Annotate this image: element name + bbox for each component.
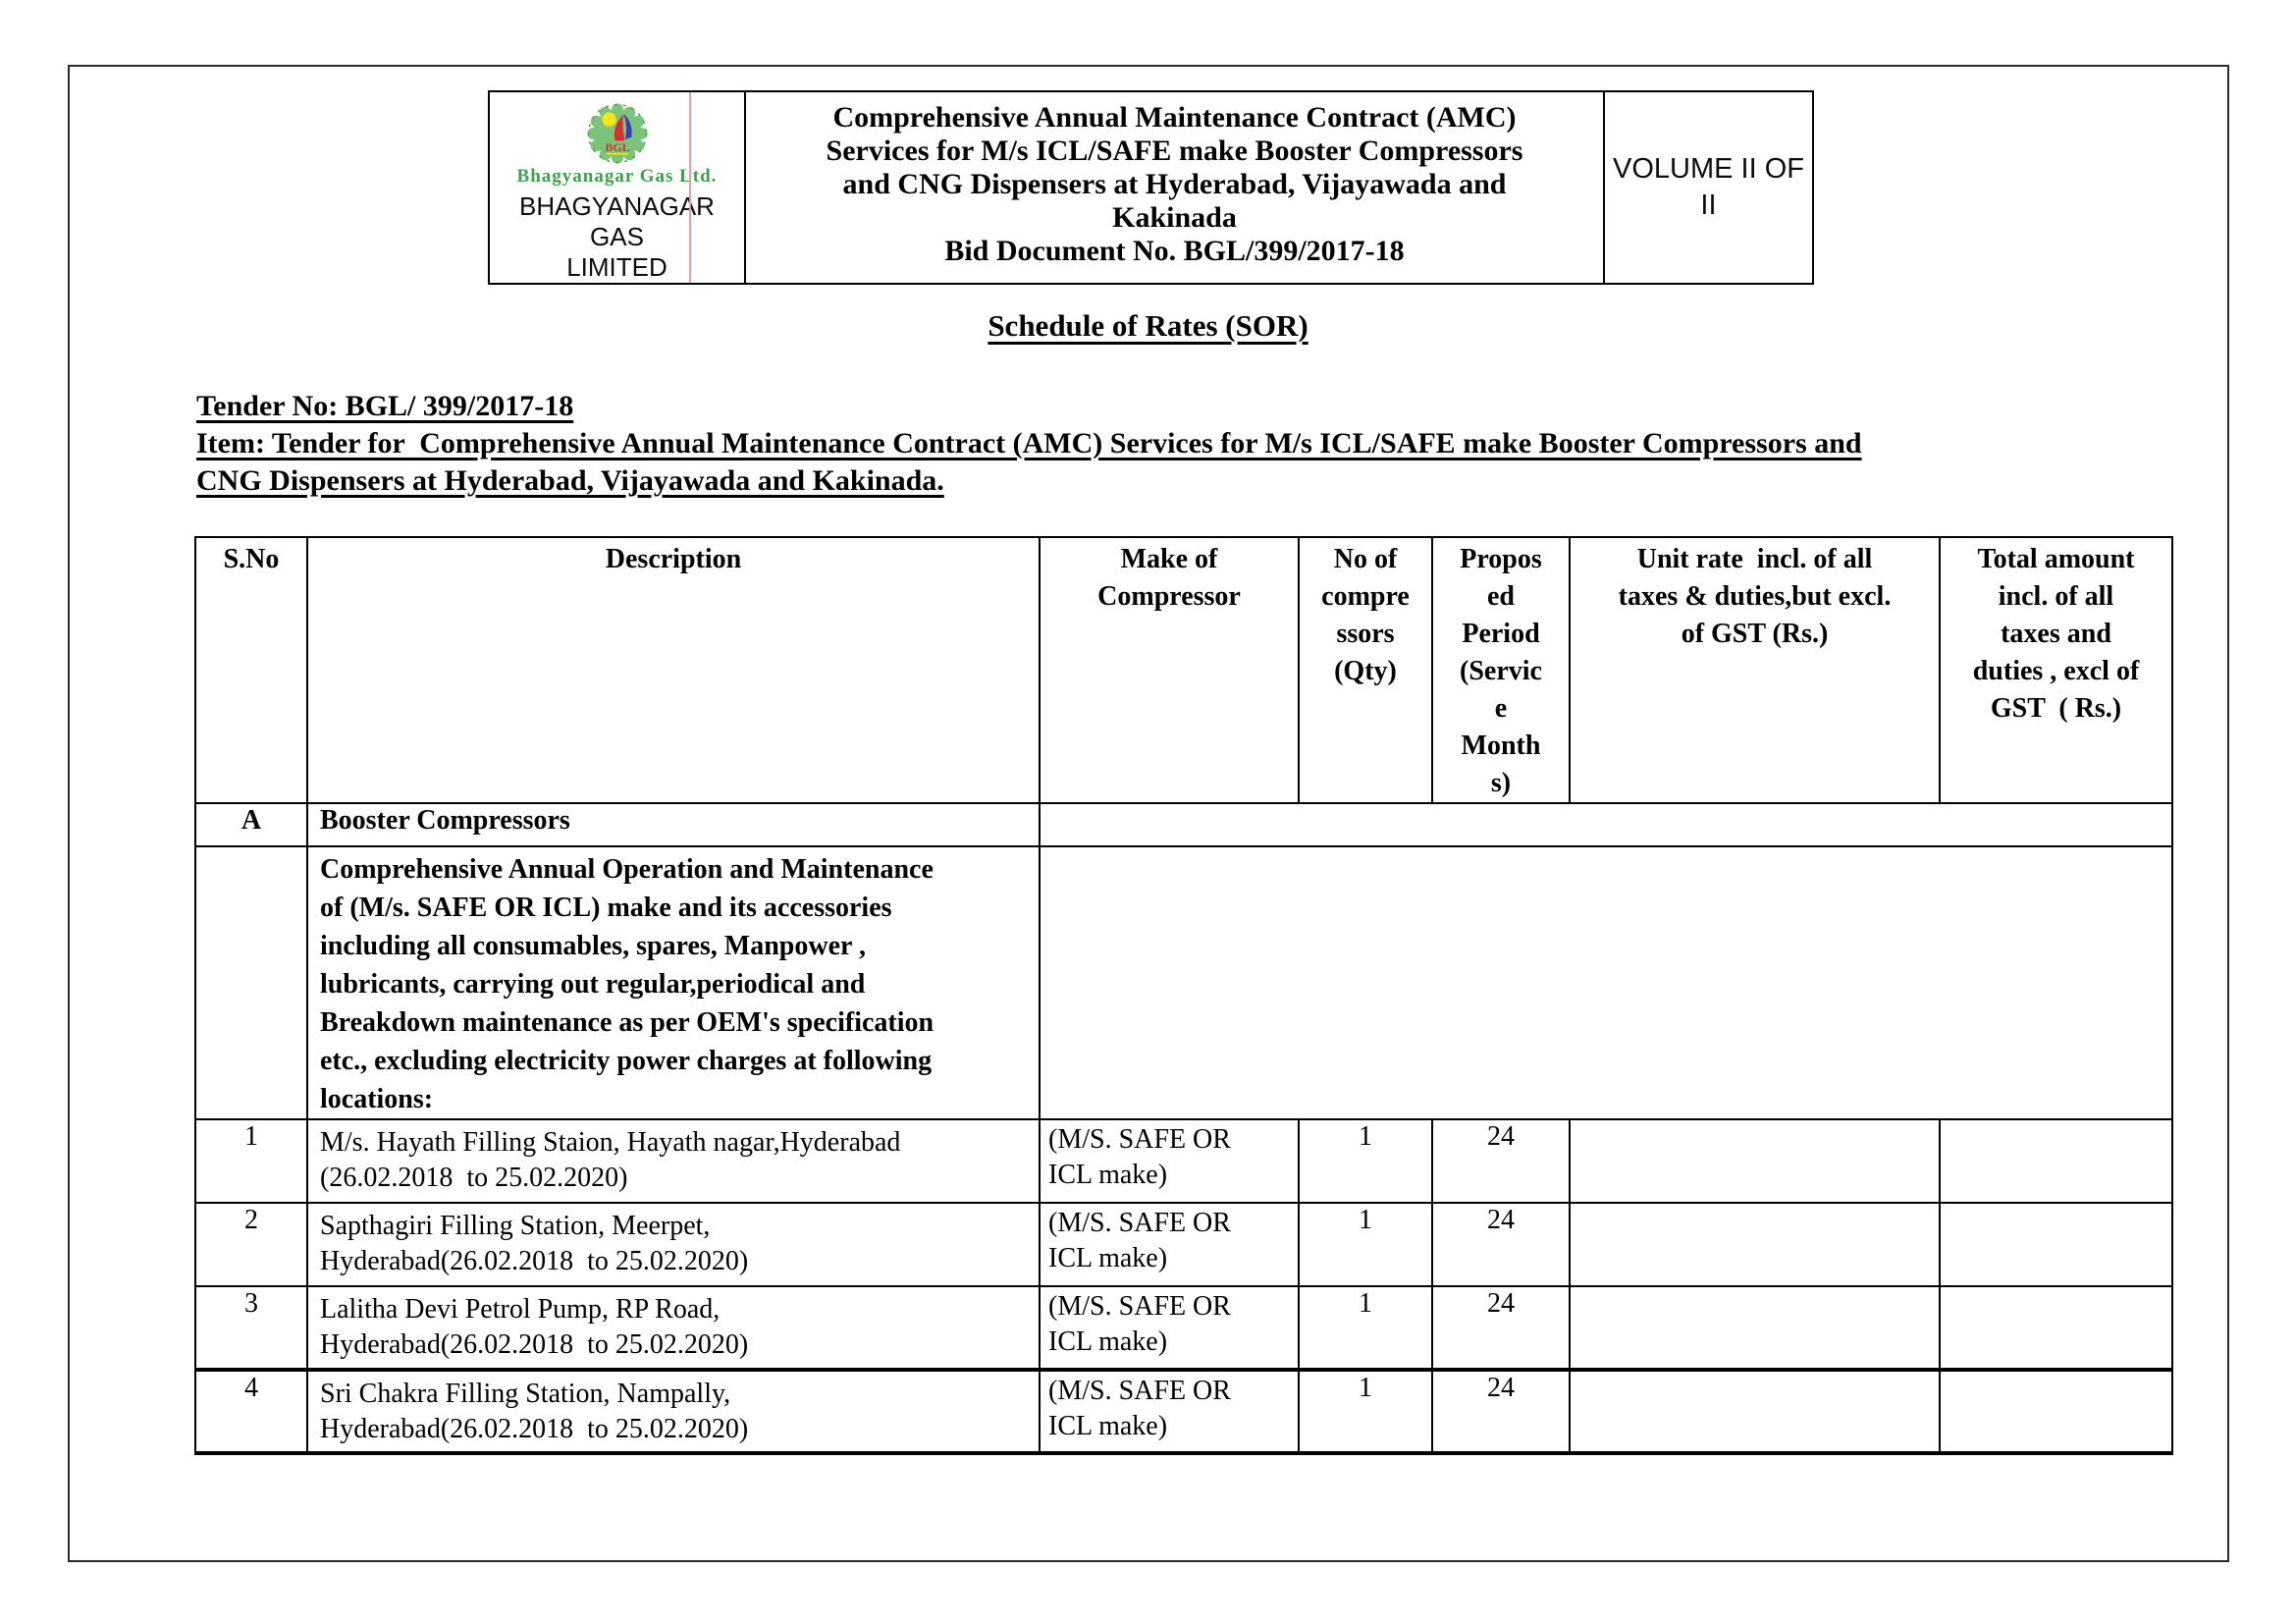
- header-make: Make of Compressor: [1039, 536, 1300, 804]
- item-sno: 3: [194, 1285, 308, 1372]
- empty-cell: [194, 845, 308, 1120]
- item-sno: 2: [194, 1202, 308, 1287]
- item-sno: 1: [194, 1118, 308, 1204]
- header-description: Description: [306, 536, 1041, 804]
- item-description: Lalitha Devi Petrol Pump, RP Road, Hyder…: [306, 1285, 1041, 1372]
- table-header-row: S.No Description Make of Compressor No o…: [194, 536, 2173, 804]
- header-box: BGL Bhagyanagar Gas Ltd. BHAGYANAGAR GAS…: [488, 90, 1814, 285]
- pink-divider-line: [689, 92, 691, 283]
- sun-glyph: [601, 112, 616, 127]
- logo-caption: Bhagyanagar Gas Ltd.: [516, 166, 718, 187]
- item-description: Sapthagiri Filling Station, Meerpet, Hyd…: [306, 1202, 1041, 1287]
- paragraph-row: Comprehensive Annual Operation and Maint…: [194, 845, 2173, 1120]
- header-sno: S.No: [194, 536, 308, 804]
- item-qty: 1: [1298, 1369, 1433, 1455]
- header-unit-rate: Unit rate incl. of all taxes & duties,bu…: [1569, 536, 1941, 804]
- item-make: (M/S. SAFE OR ICL make): [1039, 1285, 1300, 1372]
- org-name: BHAGYANAGAR GAS LIMITED: [519, 191, 715, 282]
- item-total-blank: [1939, 1285, 2173, 1372]
- blue-sail-glyph: [622, 113, 632, 139]
- item-total-blank: [1939, 1202, 2173, 1287]
- item-unit-rate-blank: [1569, 1285, 1941, 1372]
- item-period: 24: [1431, 1369, 1571, 1455]
- item-unit-rate-blank: [1569, 1118, 1941, 1204]
- item-period: 24: [1431, 1202, 1571, 1287]
- bgl-logo-icon: BGL: [586, 103, 648, 164]
- item-description: Sri Chakra Filling Station, Nampally, Hy…: [306, 1369, 1041, 1455]
- sor-table: S.No Description Make of Compressor No o…: [194, 536, 2173, 1455]
- tender-item-line: Item: Tender for Comprehensive Annual Ma…: [196, 427, 1862, 497]
- table-row: 2 Sapthagiri Filling Station, Meerpet, H…: [194, 1202, 2173, 1287]
- item-period: 24: [1431, 1285, 1571, 1372]
- table-row: 4 Sri Chakra Filling Station, Nampally, …: [194, 1369, 2173, 1455]
- empty-cell: [1039, 802, 2173, 847]
- item-sno: 4: [194, 1369, 308, 1455]
- item-make: (M/S. SAFE OR ICL make): [1039, 1118, 1300, 1204]
- item-qty: 1: [1298, 1285, 1433, 1372]
- item-make: (M/S. SAFE OR ICL make): [1039, 1202, 1300, 1287]
- table-row: 3 Lalitha Devi Petrol Pump, RP Road, Hyd…: [194, 1285, 2173, 1372]
- volume-label: VOLUME II OF II: [1613, 153, 1804, 221]
- logo-cell: BGL Bhagyanagar Gas Ltd. BHAGYANAGAR GAS…: [490, 92, 746, 283]
- item-total-blank: [1939, 1118, 2173, 1204]
- header-period: Propos ed Period (Servic e Month s): [1431, 536, 1571, 804]
- section-description: Booster Compressors: [306, 802, 1041, 847]
- item-qty: 1: [1298, 1202, 1433, 1287]
- tender-no-line: Tender No: BGL/ 399/2017-18: [196, 390, 574, 422]
- document-title: Comprehensive Annual Maintenance Contrac…: [826, 101, 1523, 234]
- red-sail-glyph: [614, 114, 624, 141]
- header-total: Total amount incl. of all taxes and duti…: [1939, 536, 2173, 804]
- table-row: 1 M/s. Hayath Filling Staion, Hayath nag…: [194, 1118, 2173, 1204]
- header-qty: No of compre ssors (Qty): [1298, 536, 1433, 804]
- empty-cell: [1039, 845, 2173, 1120]
- item-make: (M/S. SAFE OR ICL make): [1039, 1369, 1300, 1455]
- logo-acronym: BGL: [605, 140, 629, 154]
- tender-block: Tender No: BGL/ 399/2017-18 Item: Tender…: [196, 388, 2189, 500]
- section-title: Schedule of Rates (SOR): [988, 308, 1308, 343]
- item-unit-rate-blank: [1569, 1369, 1941, 1455]
- title-cell: Comprehensive Annual Maintenance Contrac…: [746, 92, 1605, 283]
- item-total-blank: [1939, 1369, 2173, 1455]
- item-period: 24: [1431, 1118, 1571, 1204]
- item-unit-rate-blank: [1569, 1202, 1941, 1287]
- item-qty: 1: [1298, 1118, 1433, 1204]
- paragraph-description: Comprehensive Annual Operation and Maint…: [306, 845, 1041, 1120]
- section-sno: A: [194, 802, 308, 847]
- bid-document-no: Bid Document No. BGL/399/2017-18: [944, 235, 1405, 267]
- section-row: A Booster Compressors: [194, 802, 2173, 847]
- item-description: M/s. Hayath Filling Staion, Hayath nagar…: [306, 1118, 1041, 1204]
